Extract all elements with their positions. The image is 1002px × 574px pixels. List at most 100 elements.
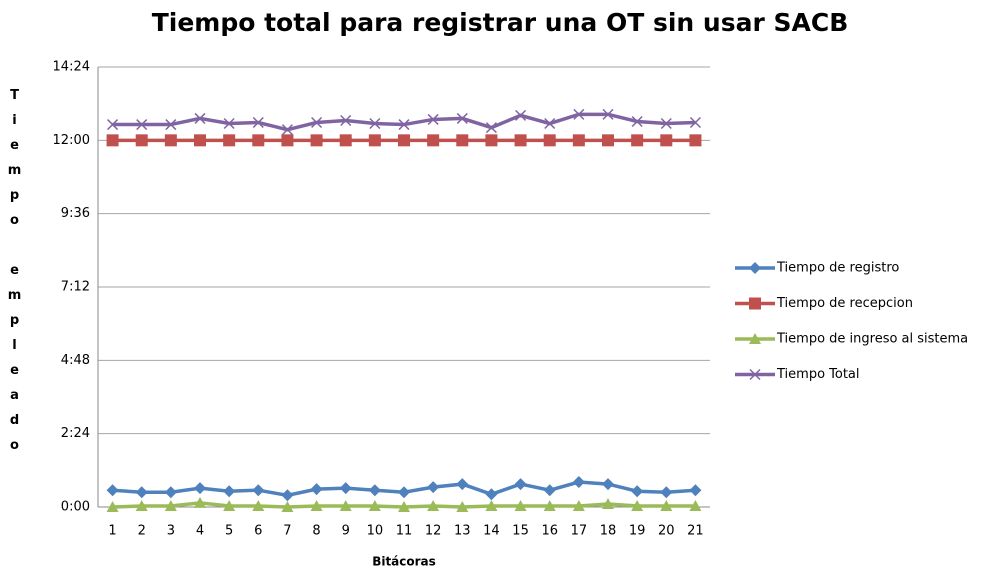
marker: [398, 119, 410, 131]
marker: [368, 134, 381, 147]
marker: [107, 119, 119, 131]
x-tick-label: 5: [225, 524, 233, 539]
marker: [514, 499, 527, 511]
x-tick-label: 2: [138, 524, 146, 539]
marker: [135, 486, 148, 499]
y-tick-label: 4:48: [61, 353, 90, 368]
legend-label: Tiempo de recepcion: [776, 296, 913, 311]
marker: [252, 484, 265, 497]
marker: [340, 114, 352, 127]
marker: [427, 481, 440, 494]
marker: [485, 134, 498, 147]
x-tick-label: 20: [658, 524, 675, 539]
marker: [485, 488, 498, 501]
marker: [689, 134, 702, 147]
x-axis-label: Bitácoras: [372, 555, 436, 569]
marker: [164, 134, 177, 147]
marker: [136, 119, 148, 131]
marker: [223, 117, 235, 130]
x-tick-label: 4: [196, 524, 204, 539]
x-tick-label: 14: [483, 524, 500, 539]
marker: [339, 482, 352, 495]
x-tick-label: 17: [571, 524, 588, 539]
marker: [310, 134, 323, 147]
marker: [485, 499, 498, 511]
x-tick-label: 19: [629, 524, 646, 539]
marker: [631, 115, 643, 128]
x-tick-label: 21: [687, 524, 704, 539]
marker: [602, 497, 614, 509]
marker: [398, 134, 410, 147]
marker: [427, 113, 439, 125]
marker: [456, 112, 468, 124]
y-tick-label: 0:00: [61, 500, 90, 515]
marker: [427, 134, 440, 147]
marker: [398, 486, 410, 499]
y-tick-label: 12:00: [53, 133, 90, 148]
marker: [572, 476, 585, 489]
marker: [339, 499, 352, 511]
legend-marker: [749, 368, 761, 381]
marker: [572, 134, 585, 147]
x-tick-label: 18: [600, 524, 617, 539]
marker: [456, 478, 469, 491]
marker: [194, 496, 206, 508]
marker: [689, 499, 702, 511]
marker: [602, 108, 614, 120]
marker: [165, 119, 177, 131]
marker: [339, 134, 352, 147]
y-tick-label: 2:24: [61, 426, 90, 441]
marker: [660, 486, 673, 499]
marker: [660, 499, 673, 511]
marker: [164, 486, 177, 499]
marker: [106, 484, 119, 497]
marker: [660, 117, 672, 130]
marker: [631, 485, 644, 498]
x-tick-label: 11: [396, 524, 413, 539]
marker: [368, 484, 381, 497]
x-tick-label: 10: [367, 524, 384, 539]
marker: [164, 499, 177, 511]
x-tick-label: 3: [167, 524, 175, 539]
y-axis-label: Tiempo empleado: [7, 88, 22, 463]
y-tick-label: 9:36: [61, 206, 90, 221]
x-tick-label: 16: [541, 524, 558, 539]
x-tick-label: 15: [512, 524, 529, 539]
series-line: [112, 112, 696, 132]
legend-label: Tiempo de registro: [776, 261, 899, 276]
x-tick-label: 13: [454, 524, 471, 539]
marker: [485, 122, 497, 134]
legend-label: Tiempo Total: [776, 367, 860, 382]
marker: [281, 489, 294, 502]
marker: [223, 134, 236, 147]
marker: [689, 116, 701, 129]
marker: [543, 499, 556, 511]
legend-marker: [749, 262, 761, 274]
x-tick-label: 12: [425, 524, 442, 539]
marker: [106, 134, 119, 147]
legend-label: Tiempo de ingreso al sistema: [776, 332, 968, 347]
marker: [310, 499, 323, 511]
marker: [544, 117, 556, 130]
marker: [135, 134, 148, 147]
marker: [543, 134, 556, 147]
x-tick-label: 9: [342, 524, 350, 539]
marker: [514, 478, 527, 491]
y-tick-label: 14:24: [53, 60, 90, 75]
marker: [310, 483, 323, 496]
x-tick-label: 6: [254, 524, 262, 539]
legend-marker: [749, 333, 761, 344]
chart-title: Tiempo total para registrar una OT sin u…: [152, 8, 849, 37]
marker: [515, 109, 527, 121]
marker: [194, 482, 206, 495]
marker: [368, 499, 381, 511]
marker: [456, 501, 469, 512]
marker: [602, 134, 614, 147]
marker: [631, 134, 644, 147]
marker: [573, 108, 585, 120]
legend-marker: [749, 297, 761, 310]
marker: [689, 484, 702, 497]
marker: [281, 124, 293, 136]
